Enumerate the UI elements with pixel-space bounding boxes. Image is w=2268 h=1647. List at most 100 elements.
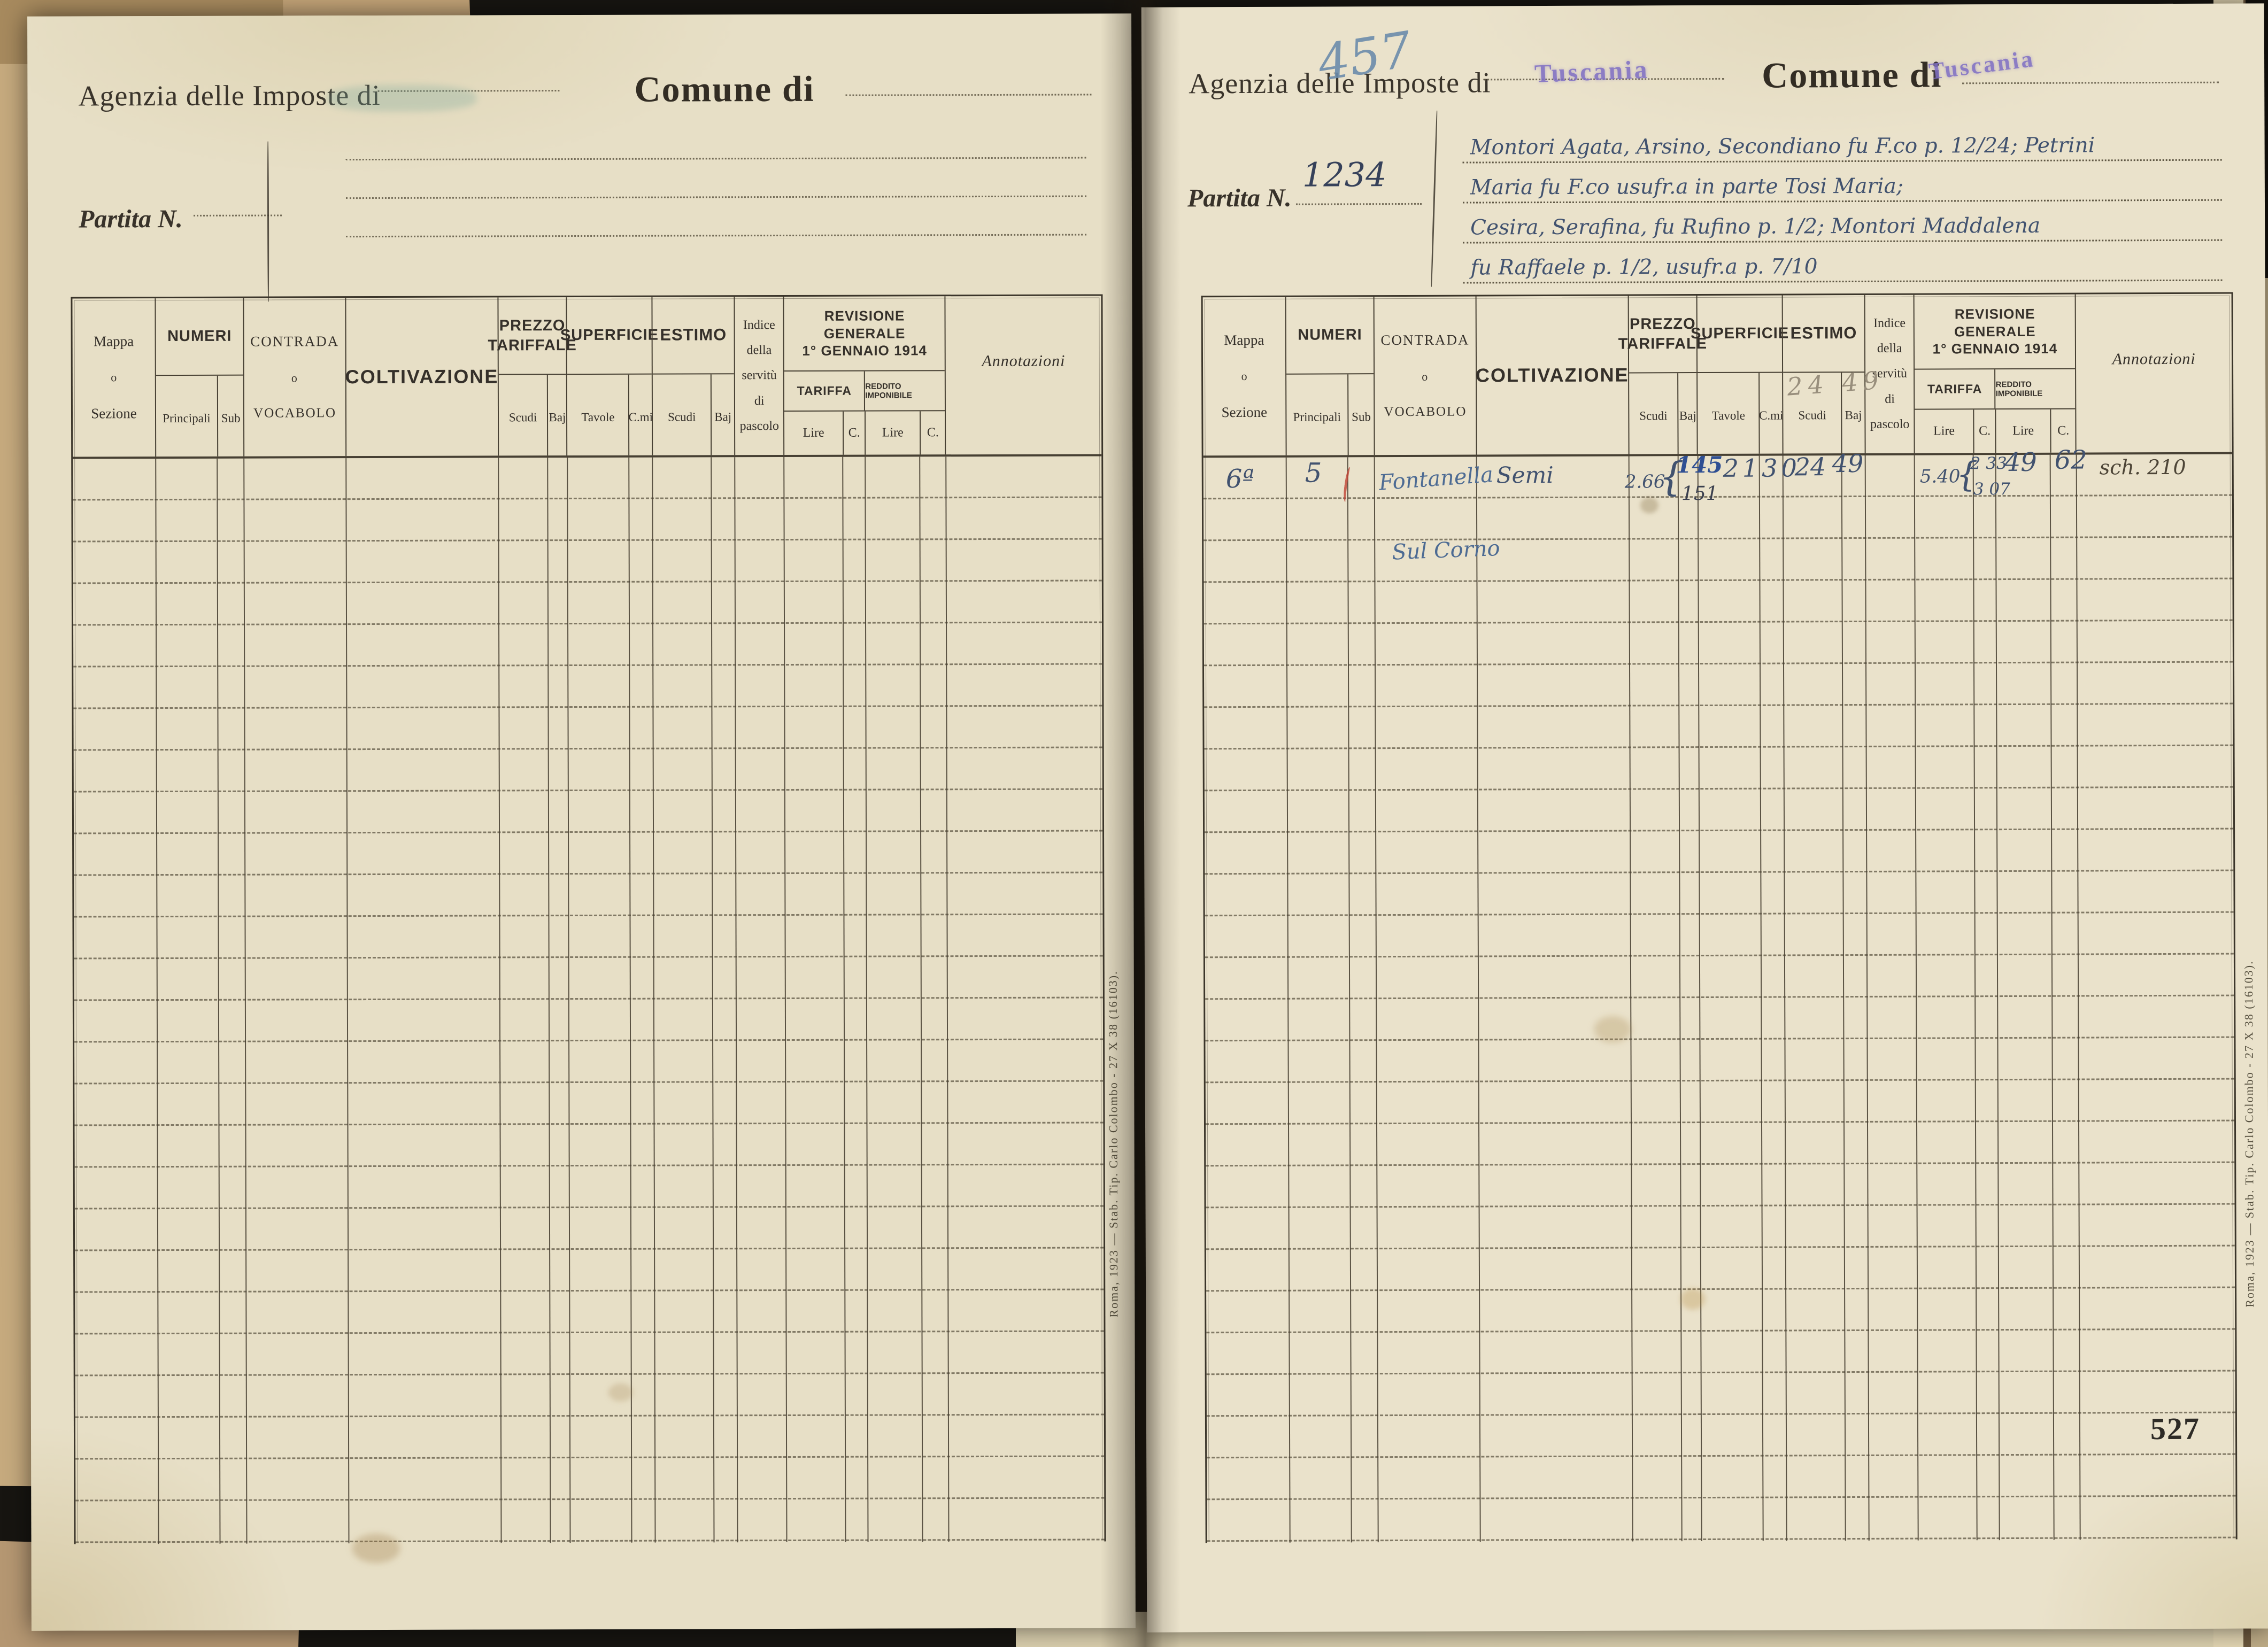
contrada-o: o xyxy=(1422,369,1429,383)
baj-label: Baj xyxy=(1677,373,1698,454)
tavole-label: Tavole xyxy=(581,410,615,424)
contrada-o: o xyxy=(291,370,298,384)
col-superficie: SUPERFICIE Tavole C.mi xyxy=(1691,295,1789,454)
col-estimo: ESTIMO Scudi Baj xyxy=(651,297,735,455)
entry-coltivazione: Semi xyxy=(1496,461,1554,489)
col-annotazioni: Annotazioni xyxy=(2075,293,2232,453)
contrada-label: CONTRADA xyxy=(250,333,340,350)
column-divider xyxy=(1476,457,1481,1542)
column-divider xyxy=(783,457,788,1543)
entry-annotazione: sch. 210 xyxy=(2099,455,2186,480)
baj-label: Baj xyxy=(711,374,735,455)
indice-word: della xyxy=(1877,342,1902,356)
column-divider xyxy=(628,457,632,1543)
mappa-o: o xyxy=(111,370,117,384)
superficie-label: SUPERFICIE xyxy=(1691,295,1789,374)
indice-word: pascolo xyxy=(1870,417,1910,431)
cmi-label: C.mi xyxy=(1758,373,1783,454)
col-indice-pascolo: Indice della servitù di pascolo xyxy=(734,297,784,455)
entry-tariffa-sub2: 3 07 xyxy=(1973,480,2010,499)
entry-mappa: 6ª xyxy=(1225,463,1255,494)
indice-word: Indice xyxy=(1873,316,1906,331)
col-revisione-generale: REVISIONE GENERALE 1° GENNAIO 1914 TARIF… xyxy=(1914,294,2076,453)
entry-contrada-line2: Sul Corno xyxy=(1391,536,1501,565)
reddito-imponibile-label: REDDITO IMPONIBILE xyxy=(864,371,945,411)
partita-brace xyxy=(1430,110,1438,287)
indice-word: di xyxy=(1885,392,1895,406)
partita-number-handwritten: 1234 xyxy=(1302,155,1387,195)
contrada-label: CONTRADA xyxy=(1380,331,1470,348)
column-divider xyxy=(1347,457,1353,1543)
comune-blank-line xyxy=(845,94,1092,96)
scudi-label: Scudi xyxy=(1639,409,1668,423)
column-divider xyxy=(345,458,350,1544)
col-numeri: NUMERI Principali Sub xyxy=(1285,297,1374,455)
column-divider xyxy=(865,457,869,1542)
column-divider xyxy=(217,458,221,1544)
column-divider xyxy=(711,457,715,1543)
col-contrada: CONTRADA o VOCABOLO xyxy=(243,298,346,457)
entry-superficie: 2130 xyxy=(1723,453,1801,483)
entry-reddito-lire: 49 xyxy=(2004,447,2037,478)
vocabolo-label: VOCABOLO xyxy=(1384,404,1467,420)
column-divider xyxy=(547,458,551,1543)
column-divider xyxy=(1782,455,1787,1541)
right-page: Agenzia delle Imposte di Tuscania Comune… xyxy=(1141,3,2268,1633)
estimo-label: ESTIMO xyxy=(1783,295,1865,373)
numeri-label: NUMERI xyxy=(1286,297,1374,375)
column-divider xyxy=(1758,455,1764,1541)
c-label: C. xyxy=(842,411,865,455)
col-revisione-generale: REVISIONE GENERALE 1° GENNAIO 1914 TARIF… xyxy=(783,296,945,455)
revisione-label: REVISIONE GENERALE xyxy=(1954,306,2036,340)
column-divider xyxy=(1841,455,1846,1541)
annotazioni-label: Annotazioni xyxy=(2112,350,2196,368)
column-divider xyxy=(1864,455,1870,1541)
agenzia-blank-line xyxy=(377,90,560,92)
column-divider xyxy=(497,458,502,1543)
agenzia-label: Agenzia delle Imposte di xyxy=(78,79,381,112)
column-divider xyxy=(919,457,923,1542)
sezione-label: Sezione xyxy=(91,405,137,422)
superficie-label: SUPERFICIE xyxy=(560,297,659,375)
table-header: Mappa o Sezione NUMERI Principali Sub CO… xyxy=(1202,293,2232,458)
reddito-imponibile-label: REDDITO IMPONIBILE xyxy=(1994,369,2076,409)
entry-tariffa-lire: 5.40 xyxy=(1919,466,1961,488)
revisione-label: REVISIONE GENERALE xyxy=(823,307,906,342)
partita-fill-line xyxy=(1295,203,1422,205)
principali-label: Principali xyxy=(1293,410,1341,424)
column-divider xyxy=(1697,456,1702,1542)
prezzo-label: PREZZO xyxy=(499,317,566,335)
mappa-label: Mappa xyxy=(94,333,134,350)
page-number: 527 xyxy=(2150,1411,2201,1447)
column-divider xyxy=(2050,454,2055,1540)
column-divider xyxy=(734,457,738,1543)
col-mappa: Mappa o Sezione xyxy=(72,298,155,457)
owner-line-2: Maria fu F.co usufr.a in parte Tosi Mari… xyxy=(1462,173,2222,204)
col-mappa: Mappa o Sezione xyxy=(1203,297,1286,456)
owner-line-4: fu Raffaele p. 1/2, usufr.a p. 7/10 xyxy=(1463,253,2223,284)
indice-word: pascolo xyxy=(739,419,780,434)
indice-word: Indice xyxy=(743,318,775,333)
column-divider xyxy=(652,457,656,1543)
tariffa-label: TARIFFA xyxy=(797,383,852,398)
column-divider xyxy=(243,458,248,1544)
c-label: C. xyxy=(1973,409,1996,453)
comune-label: Comune di xyxy=(1762,54,1942,96)
partita-label: Partita N. xyxy=(78,204,183,234)
printer-imprint-vertical: Roma, 1923 — Stab. Tip. Carlo Colombo - … xyxy=(1106,970,1121,1318)
mappa-o: o xyxy=(1241,369,1247,383)
entry-prezzo-old: 145 xyxy=(1676,451,1723,478)
ledger-table-left: Mappa o Sezione NUMERI Principali Sub CO… xyxy=(71,294,1106,1544)
numeri-label: NUMERI xyxy=(156,298,244,376)
tariffa-label: TARIFFA xyxy=(1927,382,1982,396)
coltivazione-label: COLTIVAZIONE xyxy=(345,365,499,388)
partita-brace xyxy=(267,141,269,302)
principali-label: Principali xyxy=(163,411,211,426)
col-contrada: CONTRADA o VOCABOLO xyxy=(1373,296,1476,455)
prezzo-label: PREZZO xyxy=(1629,315,1696,333)
scudi-label: Scudi xyxy=(508,411,537,424)
column-divider xyxy=(1995,455,2001,1541)
col-prezzo-tariffale: PREZZO TARIFFALE Scudi Baj xyxy=(488,297,577,456)
col-coltivazione: COLTIVAZIONE xyxy=(1475,296,1629,455)
